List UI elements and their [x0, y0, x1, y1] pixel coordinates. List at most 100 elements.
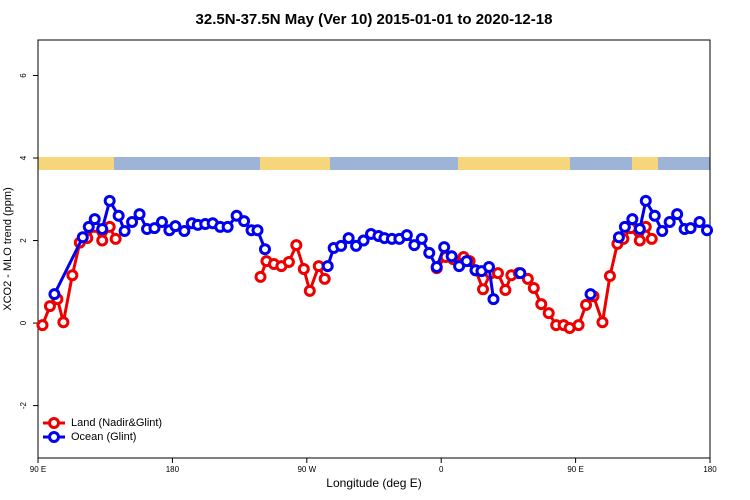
- ocean-band: [38, 157, 710, 170]
- point: [535, 298, 548, 311]
- y-tick-label: 4: [19, 155, 28, 160]
- y-tick-label: 0: [19, 320, 28, 325]
- point: [460, 255, 473, 268]
- legend-marker: [48, 417, 60, 429]
- point: [335, 239, 348, 252]
- point: [423, 246, 436, 259]
- point: [639, 194, 652, 207]
- point: [656, 225, 669, 238]
- x-tick-label: 90 E: [30, 465, 46, 474]
- y-axis-title: XCO2 - MLO trend (ppm): [2, 187, 14, 310]
- point: [693, 215, 706, 228]
- point: [542, 307, 555, 320]
- point: [96, 222, 109, 235]
- x-tick-label: 90 E: [567, 465, 583, 474]
- legend: Land (Nadir&Glint) Ocean (Glint): [43, 417, 162, 443]
- point: [648, 209, 661, 222]
- land-band: [458, 157, 570, 170]
- point: [36, 319, 49, 332]
- point: [584, 288, 597, 301]
- point: [626, 213, 639, 226]
- legend-marker: [48, 431, 60, 443]
- land-band: [38, 157, 114, 170]
- point: [408, 239, 421, 252]
- point: [76, 231, 89, 244]
- point: [342, 232, 355, 245]
- point: [430, 260, 443, 273]
- point: [57, 316, 70, 329]
- point: [118, 225, 131, 238]
- point: [445, 250, 458, 263]
- point: [290, 239, 303, 252]
- point: [580, 298, 593, 311]
- point: [477, 283, 490, 296]
- point: [82, 220, 95, 233]
- point: [282, 255, 295, 268]
- x-tick-label: 0: [439, 465, 444, 474]
- point: [126, 215, 139, 228]
- point: [521, 272, 534, 285]
- point: [258, 243, 271, 256]
- point: [645, 232, 658, 245]
- chart-title: 32.5N-37.5N May (Ver 10) 2015-01-01 to 2…: [196, 11, 553, 28]
- point: [43, 300, 56, 313]
- point: [527, 281, 540, 294]
- point: [514, 267, 527, 280]
- point: [663, 215, 676, 228]
- point: [357, 234, 370, 247]
- point: [612, 231, 625, 244]
- land-band: [260, 157, 330, 170]
- point: [112, 209, 125, 222]
- point: [169, 220, 182, 233]
- point: [684, 222, 697, 235]
- y-tick-label: 2: [19, 238, 28, 243]
- point: [178, 225, 191, 238]
- point: [596, 316, 609, 329]
- point: [66, 269, 79, 282]
- point: [155, 215, 168, 228]
- point: [88, 213, 101, 226]
- land-band: [632, 157, 658, 170]
- point: [321, 260, 334, 273]
- x-tick-label: 180: [166, 465, 180, 474]
- y-tick-label: 6: [19, 73, 28, 78]
- point: [572, 319, 585, 332]
- point: [491, 267, 504, 280]
- point: [48, 288, 61, 301]
- plot-frame: [37, 39, 711, 459]
- point: [603, 270, 616, 283]
- point: [109, 232, 122, 245]
- point: [701, 224, 714, 237]
- point: [487, 293, 500, 306]
- point: [633, 234, 646, 247]
- point: [96, 234, 109, 247]
- point: [133, 208, 146, 221]
- point: [671, 208, 684, 221]
- legend-label: Ocean (Glint): [71, 431, 136, 443]
- x-axis-title: Longitude (deg E): [326, 476, 421, 490]
- point: [350, 239, 363, 252]
- point: [618, 220, 631, 233]
- point: [254, 270, 267, 283]
- point: [238, 215, 251, 228]
- point: [251, 224, 264, 237]
- x-tick-label: 180: [703, 465, 717, 474]
- point: [303, 284, 316, 297]
- point: [633, 222, 646, 235]
- point: [103, 194, 116, 207]
- point: [148, 222, 161, 235]
- legend-label: Land (Nadir&Glint): [71, 417, 162, 429]
- point: [415, 232, 428, 245]
- point: [400, 229, 413, 242]
- point: [297, 263, 310, 276]
- point: [482, 260, 495, 273]
- point: [438, 241, 451, 254]
- point: [221, 220, 234, 233]
- land-ocean-strip: [38, 157, 710, 170]
- point: [318, 272, 331, 285]
- point: [230, 209, 243, 222]
- point: [499, 284, 512, 297]
- x-tick-label: 90 W: [297, 465, 316, 474]
- y-tick-label: -2: [19, 401, 28, 409]
